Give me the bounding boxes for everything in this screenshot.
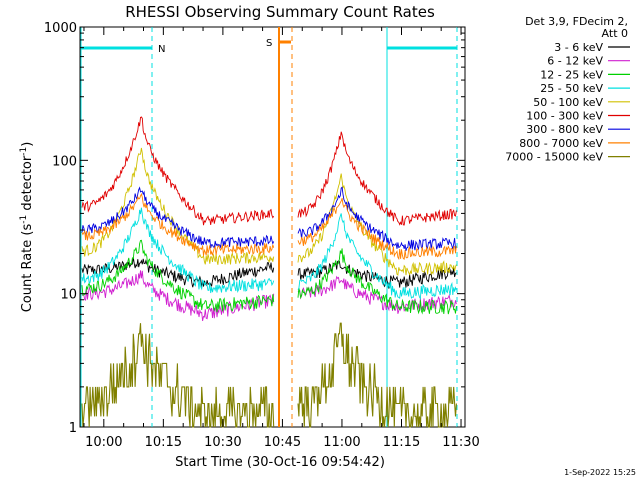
series-trace-1 [81, 116, 275, 226]
legend-label: 50 - 100 keV [533, 96, 603, 109]
legend-label: 100 - 300 keV [526, 110, 603, 123]
y-tick-label: 10 [60, 288, 77, 303]
series-trace-2 [297, 173, 457, 276]
x-tick-label: 10:45 [264, 435, 301, 450]
y-tick-label: 100 [52, 154, 77, 169]
x-tick-label: 11:15 [383, 435, 420, 450]
series-trace-1 [81, 192, 275, 256]
legend-label: 300 - 800 keV [526, 123, 603, 136]
series-trace-2 [297, 322, 457, 428]
legend-header-line1: Det 3,9, FDecim 2, [525, 15, 628, 28]
series-25_50keV [81, 207, 457, 301]
legend-label: 7000 - 15000 keV [505, 151, 603, 164]
plot-frame [79, 26, 466, 428]
series-trace-1 [81, 239, 275, 313]
series-layer [81, 116, 457, 428]
series-100_300keV [81, 116, 457, 226]
x-axis-label: Start Time (30-Oct-16 09:54:42) [175, 455, 385, 470]
x-axis: 10:00 10:15 10:30 10:45 11:00 11:15 11:30 [83, 27, 480, 450]
chart-title: RHESSI Observing Summary Count Rates [125, 3, 435, 21]
legend-label: 3 - 6 keV [554, 41, 603, 54]
legend-header-line2: Att 0 [602, 27, 628, 40]
time-markers: NS [80, 27, 458, 427]
x-tick-label: 11:00 [323, 435, 360, 450]
series-300_800keV [81, 186, 457, 251]
x-tick-label: 11:30 [442, 435, 479, 450]
series-800_7000keV [81, 192, 457, 261]
legend-label: 25 - 50 keV [540, 82, 603, 95]
legend-label: 12 - 25 keV [540, 68, 603, 81]
series-12_25keV [81, 239, 457, 315]
x-tick-label: 10:00 [85, 435, 122, 450]
series-trace-2 [297, 275, 457, 314]
series-trace-2 [297, 131, 457, 226]
saa-label: S [266, 38, 272, 49]
series-trace-2 [297, 186, 457, 251]
y-axis: 1 10 100 1000 [44, 21, 465, 436]
y-tick-label: 1 [69, 421, 77, 436]
x-tick-label: 10:15 [145, 435, 182, 450]
footer-date: 1-Sep-2022 15:25 [564, 468, 636, 477]
legend-label: 6 - 12 keV [547, 55, 603, 68]
legend-label: 800 - 7000 keV [519, 137, 603, 150]
series-trace-2 [297, 213, 457, 301]
y-axis-label: Count Rate (s-1 detector-1) [19, 142, 35, 313]
series-trace-2 [297, 248, 457, 315]
x-tick-label: 10:30 [204, 435, 241, 450]
series-trace-2 [297, 260, 457, 290]
series-trace-1 [81, 186, 275, 249]
y-tick-label: 1000 [44, 21, 77, 36]
series-trace-2 [297, 197, 457, 261]
series-trace-1 [81, 323, 275, 428]
night-label: N [158, 44, 165, 55]
series-trace-1 [81, 207, 275, 294]
series-7000_15000keV [81, 322, 457, 428]
